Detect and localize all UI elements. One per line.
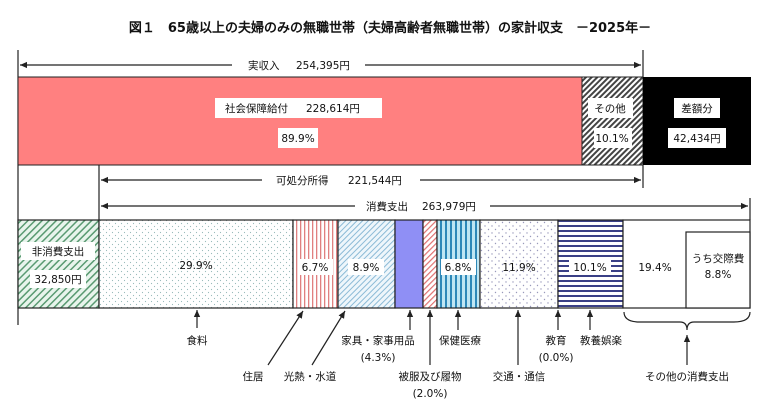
food-percent: 29.9% [179, 260, 212, 272]
bar-transport [479, 219, 559, 309]
label-bg [30, 270, 86, 288]
bar-clothing [422, 219, 438, 309]
label-bg [674, 98, 720, 118]
label-bg [348, 259, 384, 275]
bar-social-expenses [685, 231, 751, 309]
healthcare-percent: 6.8% [445, 262, 472, 274]
disposable-value: 221,544円 [348, 175, 402, 187]
transport-label: 交通・通信 [493, 370, 546, 383]
social-security-amount: 228,614円 [306, 103, 360, 115]
other-income-name: その他 [594, 102, 626, 115]
chart-title: 図１ 65歳以上の夫婦のみの無職世帯（夫婦高齢者無職世帯）の家計収支 －2025… [129, 20, 651, 36]
callout-arrow [311, 310, 346, 366]
label-bg [588, 98, 633, 118]
bar-culture [557, 219, 624, 309]
label-bg [278, 128, 318, 148]
bar-deficit [643, 77, 751, 165]
housing-percent: 6.7% [302, 262, 329, 274]
social-security-percent: 89.9% [281, 133, 314, 145]
consumption-value: 263,979円 [422, 201, 476, 213]
social-security-name: 社会保障給付 [225, 102, 288, 115]
label-bg [298, 259, 333, 275]
housing-label: 住居 [243, 370, 264, 383]
culture-percent: 10.1% [573, 262, 606, 274]
bar-non-consumption [17, 219, 100, 309]
clothing-label: 被服及び履物 [399, 370, 462, 383]
other-consumption-percent: 19.4% [638, 262, 671, 274]
other-consumption-label: その他の消費支出 [645, 370, 729, 383]
income-label: 実収入 [248, 59, 280, 72]
education-label: 教育 [546, 334, 567, 347]
clothing-percent: (2.0%) [413, 388, 448, 400]
social-expenses-percent: 8.8% [705, 269, 732, 281]
food-label: 食料 [187, 334, 208, 347]
label-bg [215, 98, 382, 118]
label-bg [21, 242, 95, 260]
non-consumption-amount: 32,850円 [34, 274, 81, 286]
label-bg [569, 259, 611, 275]
bar-other-income [581, 76, 644, 166]
bar-furniture [394, 219, 424, 309]
deficit-name: 差額分 [681, 102, 713, 115]
label-bg [668, 128, 726, 148]
label-bg [441, 259, 476, 275]
utilities-label: 光熱・水道 [284, 370, 337, 383]
bar-social-security [17, 76, 583, 166]
education-percent: (0.0%) [539, 352, 574, 364]
social-expenses-name: うち交際費 [692, 252, 745, 265]
utilities-percent: 8.9% [353, 262, 380, 274]
disposable-label: 可処分所得 [276, 174, 329, 187]
callout-arrow [267, 310, 304, 366]
label-bg [594, 128, 632, 148]
other-income-percent: 10.1% [595, 133, 628, 145]
transport-percent: 11.9% [502, 262, 535, 274]
culture-label: 教養娯楽 [580, 334, 622, 347]
furniture-label: 家具・家事用品 [341, 334, 415, 347]
income-value: 254,395円 [296, 60, 350, 72]
deficit-amount: 42,434円 [673, 133, 720, 145]
consumption-label: 消費支出 [366, 200, 408, 213]
brace [623, 311, 751, 331]
furniture-percent: (4.3%) [361, 352, 396, 364]
non-consumption-name: 非消費支出 [32, 245, 85, 258]
healthcare-label: 保健医療 [439, 334, 481, 347]
